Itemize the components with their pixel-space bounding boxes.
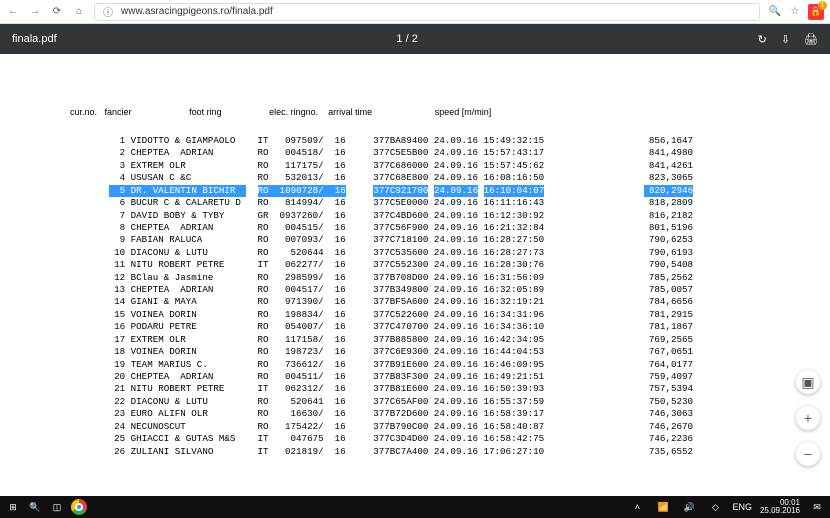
zoom-controls: ▣ + − bbox=[796, 370, 820, 466]
notifications-icon[interactable]: ✉ bbox=[808, 498, 826, 516]
table-row: 8 CHEPTEA ADRIAN RO 004515/ 16 377C56F90… bbox=[70, 222, 830, 234]
table-row: 11 NITU ROBERT PETRE IT 062277/ 16 377C5… bbox=[70, 259, 830, 271]
zoom-out-icon[interactable]: − bbox=[796, 442, 820, 466]
table-row: 14 GIANI & MAYA RO 971390/ 16 377BF5A600… bbox=[70, 296, 830, 308]
table-row: 2 CHEPTEA ADRIAN RO 004518/ 16 377C5E5B0… bbox=[70, 147, 830, 159]
table-row: 10 DIACONU & LUTU RO 520644 16 377C53560… bbox=[70, 247, 830, 259]
table-row: 23 EURO ALIFN OLR RO 16630/ 16 377B72D60… bbox=[70, 408, 830, 420]
battery-icon[interactable]: ◇ bbox=[706, 498, 724, 516]
table-row: 15 VOINEA DORIN RO 198834/ 16 377C522600… bbox=[70, 309, 830, 321]
start-icon[interactable]: ⊞ bbox=[4, 498, 22, 516]
search-taskbar-icon[interactable]: 🔍 bbox=[26, 498, 44, 516]
fit-icon[interactable]: ▣ bbox=[796, 370, 820, 394]
table-row: 1 VIDOTTO & GIAMPAOLO IT 097509/ 16 377B… bbox=[70, 135, 830, 147]
chrome-taskbar-icon[interactable] bbox=[70, 498, 88, 516]
reload-icon[interactable]: ⟳ bbox=[50, 5, 64, 19]
language-indicator[interactable]: ENG bbox=[732, 502, 752, 512]
table-row: 3 EXTREM OLR RO 117175/ 16 377C686000 24… bbox=[70, 160, 830, 172]
table-row: 20 CHEPTEA ADRIAN RO 004511/ 16 377B83F3… bbox=[70, 371, 830, 383]
table-row: 4 USUSAN C &C RO 532013/ 16 377C68E800 2… bbox=[70, 172, 830, 184]
address-bar[interactable]: ⓘ www.asracingpigeons.ro/finala.pdf bbox=[94, 3, 760, 21]
zoom-icon[interactable]: 🔍 bbox=[768, 5, 782, 19]
info-icon: ⓘ bbox=[101, 5, 115, 19]
table-row: 24 NECUNOSCUT RO 175422/ 16 377B790C00 2… bbox=[70, 421, 830, 433]
zoom-in-icon[interactable]: + bbox=[796, 406, 820, 430]
extension-icon[interactable]: 🔒1 bbox=[808, 4, 824, 20]
home-icon[interactable]: ⌂ bbox=[72, 5, 86, 19]
download-icon[interactable]: ⇩ bbox=[781, 33, 790, 46]
rotate-icon[interactable]: ↻ bbox=[758, 33, 767, 46]
table-row: 19 TEAM MARIUS C. RO 736612/ 16 377B91E6… bbox=[70, 359, 830, 371]
taskbar: ⊞ 🔍 ◫ ˄ 📶 🔊 ◇ ENG 00:01 25.09.2016 ✉ bbox=[0, 496, 830, 518]
url-text: www.asracingpigeons.ro/finala.pdf bbox=[121, 6, 273, 17]
table-header: cur.no. fancier foot ring elec. ringno. … bbox=[70, 106, 830, 118]
table-row: 26 ZULIANI SILVANO IT 021819/ 16 377BC7A… bbox=[70, 446, 830, 458]
taskview-icon[interactable]: ◫ bbox=[48, 498, 66, 516]
pdf-page: cur.no. fancier foot ring elec. ringno. … bbox=[0, 54, 830, 470]
print-icon[interactable]: 🖨 bbox=[804, 33, 818, 46]
star-icon[interactable]: ☆ bbox=[788, 5, 802, 19]
browser-toolbar: ← → ⟳ ⌂ ⓘ www.asracingpigeons.ro/finala.… bbox=[0, 0, 830, 24]
table-row: 9 FABIAN RALUCA RO 007093/ 16 377C718100… bbox=[70, 234, 830, 246]
network-icon[interactable]: 📶 bbox=[654, 498, 672, 516]
table-row: 7 DAVID BOBY & TYBY GR 0937260/ 16 377C4… bbox=[70, 210, 830, 222]
table-row: 22 DIACONU & LUTU RO 520641 16 377C65AF0… bbox=[70, 396, 830, 408]
table-row: 17 EXTREM OLR RO 117158/ 16 377B885800 2… bbox=[70, 334, 830, 346]
table-row: 21 NITU ROBERT PETRE IT 062312/ 16 377B8… bbox=[70, 383, 830, 395]
forward-icon[interactable]: → bbox=[28, 5, 42, 19]
table-row: 6 BUCUR C & CALARETU D RO 814994/ 16 377… bbox=[70, 197, 830, 209]
table-row: 12 BClau & Jasmine RO 298599/ 16 377B708… bbox=[70, 272, 830, 284]
pdf-toolbar: finala.pdf 1 / 2 ↻ ⇩ 🖨 bbox=[0, 24, 830, 54]
table-row: 5 DR. VALENTIN BICHIR RO 1090728/ 16 377… bbox=[70, 185, 830, 197]
tray-up-icon[interactable]: ˄ bbox=[628, 498, 646, 516]
page-indicator: 1 / 2 bbox=[57, 33, 758, 45]
table-row: 16 PODARU PETRE RO 054007/ 16 377C470700… bbox=[70, 321, 830, 333]
back-icon[interactable]: ← bbox=[6, 5, 20, 19]
table-row: 13 CHEPTEA ADRIAN RO 004517/ 16 377B3498… bbox=[70, 284, 830, 296]
table-row: 25 GHIACCI & GUTAS M&S IT 047675 16 377C… bbox=[70, 433, 830, 445]
clock[interactable]: 00:01 25.09.2016 bbox=[760, 499, 800, 515]
table-row: 18 VOINEA DORIN RO 198723/ 16 377C6E9300… bbox=[70, 346, 830, 358]
volume-icon[interactable]: 🔊 bbox=[680, 498, 698, 516]
pdf-title: finala.pdf bbox=[12, 33, 57, 45]
